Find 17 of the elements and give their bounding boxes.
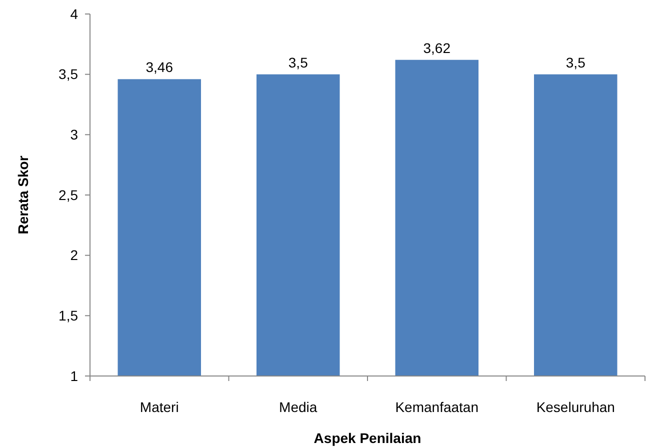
y-tick-label: 2,5 bbox=[58, 186, 78, 203]
y-tick-label: 2 bbox=[70, 247, 78, 264]
data-label: 3,46 bbox=[146, 59, 174, 76]
y-tick-label: 3,5 bbox=[58, 66, 78, 82]
data-label: 3,5 bbox=[288, 54, 308, 70]
y-tick-label: 1 bbox=[70, 368, 78, 384]
x-tick-label: Materi bbox=[140, 399, 179, 415]
y-tick-label: 1,5 bbox=[58, 308, 78, 324]
y-axis-title: Rerata Skor bbox=[15, 155, 31, 234]
y-tick-label: 3 bbox=[70, 126, 78, 143]
x-tick-label: Kemanfaatan bbox=[395, 399, 479, 415]
x-axis-title: Aspek Penilaian bbox=[314, 430, 422, 446]
x-tick-label: Keseluruhan bbox=[536, 399, 615, 415]
data-label: 3,62 bbox=[423, 40, 451, 56]
data-label: 3,5 bbox=[566, 54, 586, 70]
y-tick-label: 4 bbox=[70, 6, 78, 22]
x-tick-label: Media bbox=[279, 399, 318, 415]
